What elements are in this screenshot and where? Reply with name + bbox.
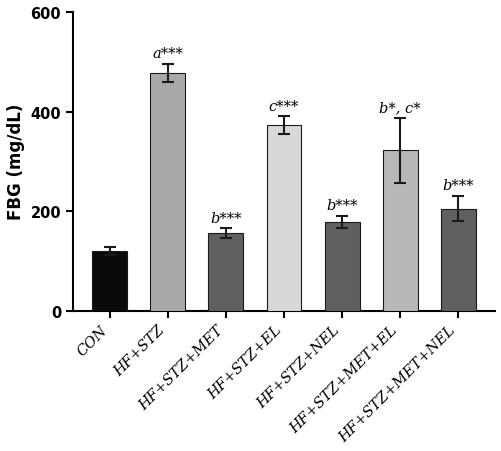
Bar	[92, 251, 127, 311]
Text: b***: b***	[442, 179, 473, 193]
Y-axis label: FBG (mg/dL): FBG (mg/dL)	[7, 104, 25, 220]
Text: b***: b***	[326, 198, 357, 212]
Bar	[208, 234, 243, 311]
Bar	[382, 151, 417, 311]
Text: b***: b***	[210, 211, 241, 225]
Bar	[324, 222, 359, 311]
Text: b*, c*: b*, c*	[379, 101, 420, 115]
Text: a***: a***	[152, 46, 183, 60]
Bar	[440, 209, 475, 311]
Bar	[150, 74, 185, 311]
Bar	[266, 126, 301, 311]
Text: c***: c***	[268, 99, 299, 113]
